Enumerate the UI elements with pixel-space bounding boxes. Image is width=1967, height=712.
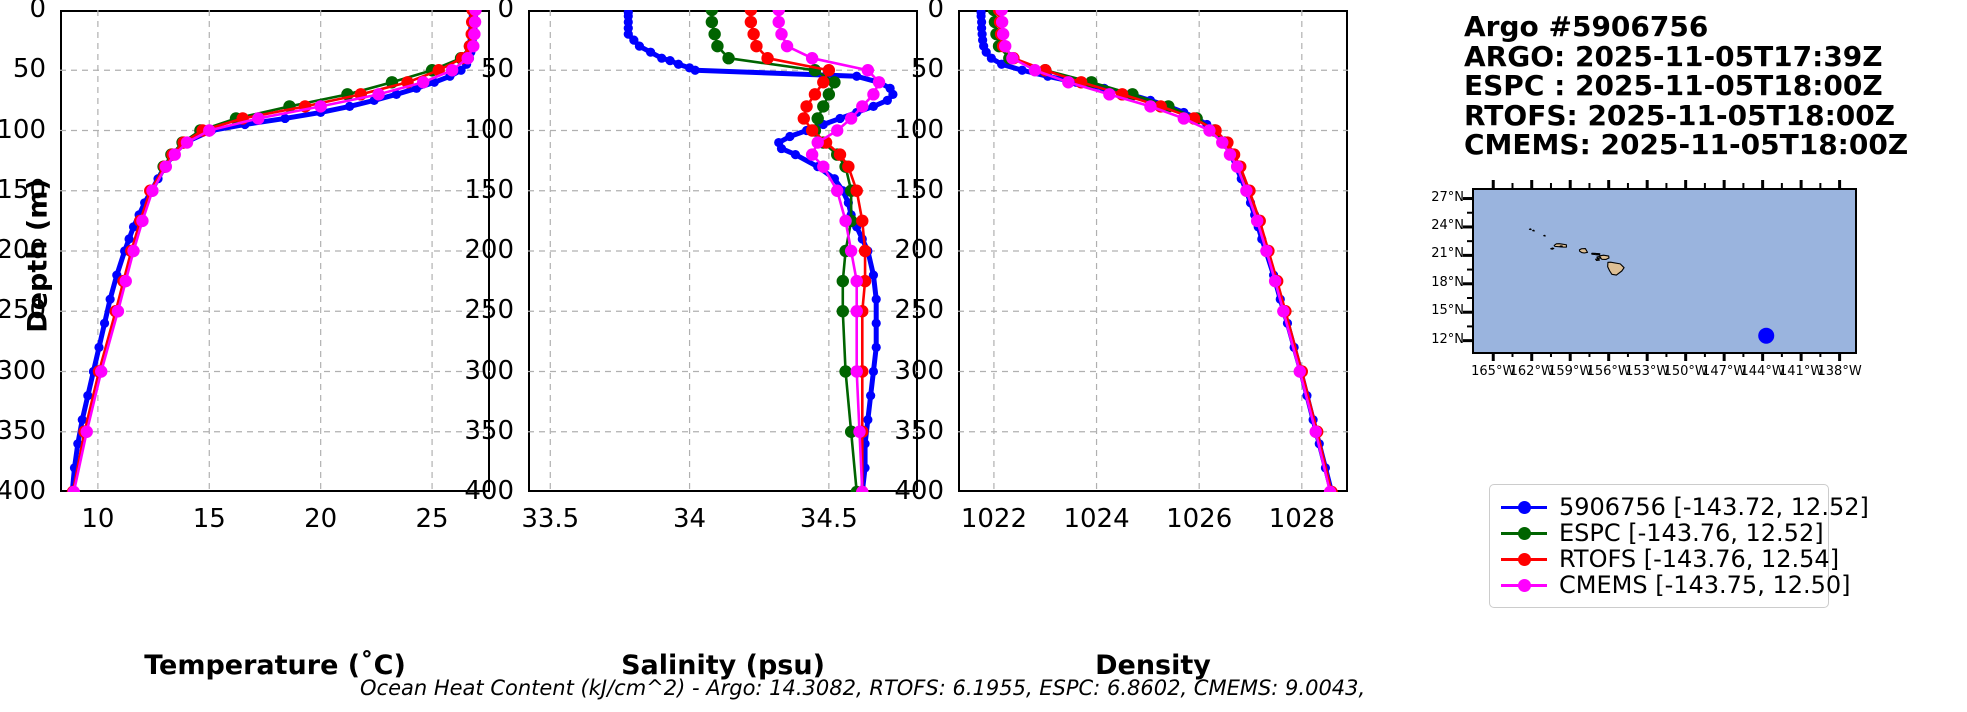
- legend-item-cmems[interactable]: CMEMS [-143.75, 12.50]: [1501, 571, 1851, 599]
- y-axis-tick-label: 200: [464, 235, 514, 265]
- y-axis-tick-label: 150: [464, 174, 514, 205]
- x-axis-tick-label: 10: [81, 504, 115, 534]
- y-axis-tick-label: 100: [464, 114, 514, 145]
- ocean-heat-content-caption: Ocean Heat Content (kJ/cm^2) - Argo: 14.…: [360, 676, 1366, 700]
- y-axis-tick-label: 350: [0, 415, 46, 446]
- y-axis-tick-label: 50: [480, 54, 514, 85]
- y-axis-tick-label: 350: [894, 415, 944, 446]
- map-lon-tick-label: 141°W: [1779, 364, 1824, 379]
- legend-item-label: CMEMS [-143.75, 12.50]: [1559, 571, 1851, 599]
- legend-item-rtofs[interactable]: RTOFS [-143.76, 12.54]: [1501, 545, 1839, 573]
- y-axis-tick-label: 250: [464, 295, 514, 326]
- legend-item-label: 5906756 [-143.72, 12.52]: [1559, 493, 1869, 521]
- legend-marker-icon: [1501, 523, 1547, 543]
- salinity-axis-label: Salinity (psu): [621, 650, 825, 681]
- x-axis-tick-label: 33.5: [521, 504, 580, 534]
- map-lat-tick-label: 18°N: [1431, 274, 1464, 290]
- legend-item-espc[interactable]: ESPC [-143.76, 12.52]: [1501, 519, 1824, 547]
- legend-marker-icon: [1501, 497, 1547, 517]
- y-axis-tick-label: 100: [0, 114, 46, 145]
- x-axis-tick-label: 34: [673, 504, 707, 534]
- x-axis-tick-label: 1022: [960, 504, 1027, 534]
- y-axis-tick-label: 50: [12, 54, 46, 85]
- map-lat-tick-label: 15°N: [1431, 303, 1464, 319]
- series-legend: 5906756 [-143.72, 12.52] ESPC [-143.76, 1…: [1489, 484, 1869, 608]
- map-lon-tick-label: 165°W: [1471, 364, 1516, 379]
- y-axis-tick-label: 150: [894, 174, 944, 205]
- legend-dot-icon: [1518, 527, 1531, 540]
- map-lon-tick-label: 150°W: [1663, 364, 1708, 379]
- map-lon-tick-label: 162°W: [1509, 364, 1554, 379]
- salinity-plot-svg: [528, 10, 918, 492]
- legend-item-label: RTOFS [-143.76, 12.54]: [1559, 545, 1840, 573]
- map-lat-tick-label: 21°N: [1431, 246, 1464, 262]
- metadata-header: Argo #5906756 ARGO: 2025-11-05T17:39Z ES…: [1464, 10, 1909, 161]
- map-lon-tick-label: 147°W: [1702, 364, 1747, 379]
- location-map[interactable]: [1472, 188, 1857, 354]
- map-lat-tick-label: 12°N: [1431, 331, 1464, 347]
- legend-dot-icon: [1518, 501, 1531, 514]
- y-axis-tick-label: 50: [910, 54, 944, 85]
- y-axis-tick-label: 200: [894, 235, 944, 265]
- y-axis-tick-label: 400: [464, 476, 514, 506]
- x-axis-tick-label: 1028: [1268, 504, 1335, 534]
- y-axis-tick-label: 300: [464, 355, 514, 386]
- x-axis-tick-label: 25: [415, 504, 449, 534]
- y-axis-tick-label: 150: [0, 174, 46, 205]
- x-axis-tick-label: 20: [304, 504, 338, 534]
- y-axis-tick-label: 100: [894, 114, 944, 145]
- legend-item-argo[interactable]: 5906756 [-143.72, 12.52]: [1501, 493, 1869, 521]
- x-axis-tick-label: 15: [192, 504, 226, 534]
- map-tick-marks: [1463, 180, 1842, 361]
- map-lat-tick-label: 27°N: [1431, 189, 1464, 205]
- map-lon-tick-label: 159°W: [1548, 364, 1593, 379]
- map-lon-tick-label: 153°W: [1625, 364, 1670, 379]
- map-lon-tick-label: 138°W: [1817, 364, 1862, 379]
- legend-dot-icon: [1518, 579, 1531, 592]
- map-lat-tick-label: 24°N: [1431, 217, 1464, 233]
- x-axis-tick-label: 34.5: [799, 504, 858, 534]
- temperature-axis-label: Temperature (˚C): [144, 650, 406, 681]
- legend-item-label: ESPC [-143.76, 12.52]: [1559, 519, 1824, 547]
- y-axis-tick-label: 400: [894, 476, 944, 506]
- temperature-plot-svg: [60, 10, 490, 492]
- density-plot-svg: [958, 10, 1348, 492]
- y-axis-tick-label: 350: [464, 415, 514, 446]
- legend-dot-icon: [1518, 553, 1531, 566]
- y-axis-tick-label: 0: [497, 0, 514, 24]
- legend-marker-icon: [1501, 549, 1547, 569]
- x-axis-tick-label: 1026: [1166, 504, 1233, 534]
- legend-marker-icon: [1501, 575, 1547, 595]
- y-axis-tick-label: 250: [894, 295, 944, 326]
- map-lon-tick-label: 144°W: [1740, 364, 1785, 379]
- y-axis-tick-label: 250: [0, 295, 46, 326]
- y-axis-tick-label: 0: [29, 0, 46, 24]
- y-axis-tick-label: 300: [0, 355, 46, 386]
- y-axis-tick-label: 300: [894, 355, 944, 386]
- map-lon-tick-label: 156°W: [1586, 364, 1631, 379]
- x-axis-tick-label: 1024: [1063, 504, 1130, 534]
- y-axis-tick-label: 200: [0, 235, 46, 265]
- y-axis-tick-label: 400: [0, 476, 46, 506]
- density-axis-label: Density: [1095, 650, 1211, 681]
- y-axis-tick-label: 0: [927, 0, 944, 24]
